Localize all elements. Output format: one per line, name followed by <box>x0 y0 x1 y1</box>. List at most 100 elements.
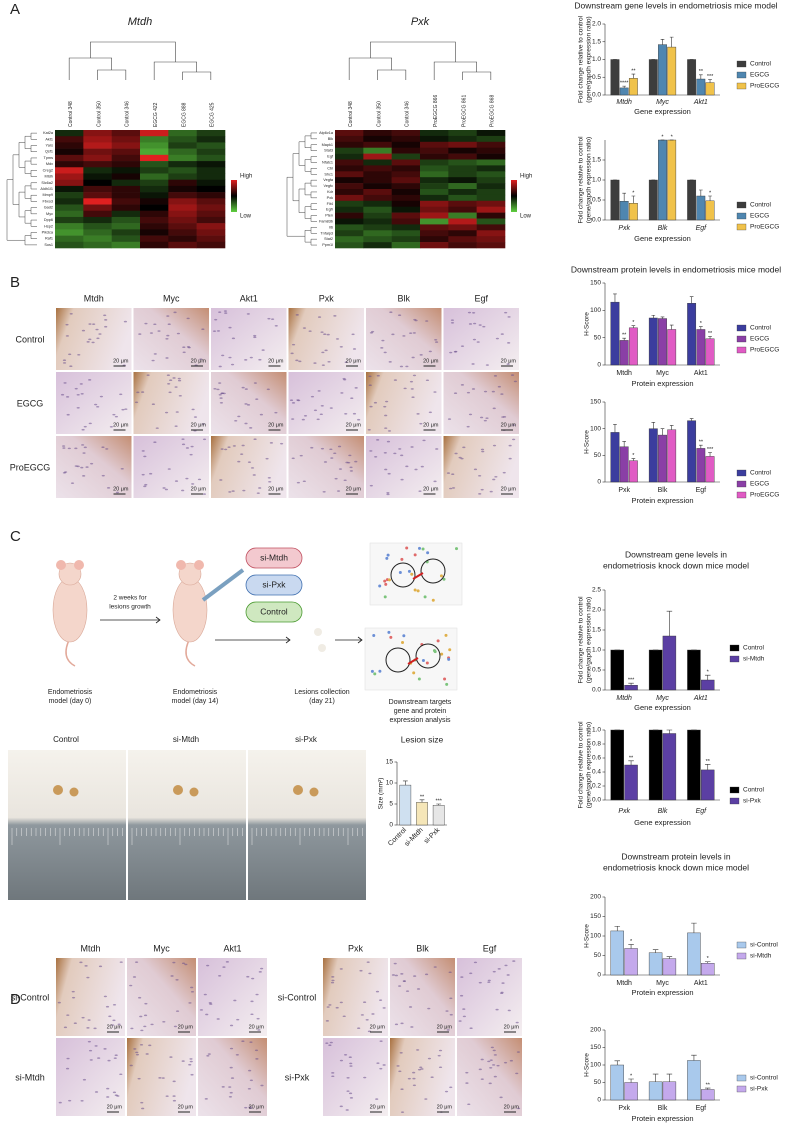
chart-title: endometriosis knock down mice model <box>603 560 749 570</box>
nucleus <box>433 391 437 393</box>
nucleus <box>495 1008 499 1011</box>
nucleus <box>506 974 510 976</box>
nucleus <box>435 448 439 450</box>
heatmap-cell <box>140 223 169 230</box>
nucleus <box>379 1067 383 1070</box>
heatmap-cell <box>140 142 169 149</box>
heatmap-cell <box>111 148 141 156</box>
nucleus <box>221 354 225 357</box>
heatmap-cell <box>83 179 112 187</box>
bar <box>662 635 677 691</box>
heatmap-row-label: Stat3 <box>324 149 333 153</box>
step-label: expression analysis <box>389 717 451 724</box>
nucleus <box>438 1066 443 1069</box>
nucleus <box>449 997 453 1000</box>
nucleus <box>417 1068 422 1071</box>
nucleus <box>343 479 347 482</box>
heatmap-cell <box>55 154 84 162</box>
heatmap-cell <box>196 154 226 162</box>
legend-swatch <box>736 212 747 220</box>
nucleus <box>391 333 395 336</box>
legend-label: Control <box>750 202 772 209</box>
nucleus <box>487 979 491 982</box>
nucleus <box>419 422 423 425</box>
bar <box>648 952 663 976</box>
heatmap-cell <box>391 153 421 160</box>
nucleus <box>144 1002 148 1005</box>
x-axis-label: Protein expression <box>631 988 693 997</box>
nucleus <box>185 477 189 480</box>
nucleus <box>326 333 330 336</box>
heatmap-cell <box>83 154 112 162</box>
heatmap-cell <box>168 136 197 143</box>
nucleus <box>219 479 223 481</box>
y-tick-label: 200 <box>590 1027 601 1034</box>
error-bar <box>614 925 621 931</box>
x-tick-label: Pxk <box>618 487 630 494</box>
nucleus <box>387 472 391 475</box>
y-tick-label: 0 <box>597 1097 601 1104</box>
nucleus <box>462 1008 466 1010</box>
nucleus <box>267 476 271 479</box>
heatmap-cell <box>111 179 141 187</box>
legend-label: ProEGCG <box>750 347 779 354</box>
error-bar <box>704 764 711 770</box>
nucleus <box>109 425 113 428</box>
nucleus <box>174 480 179 482</box>
nucleus <box>295 314 299 316</box>
nucleus <box>107 1059 111 1062</box>
heatmap-row-label: Stat2 <box>324 237 333 241</box>
nucleus <box>223 310 228 312</box>
y-axis-label: Fold change relative to control <box>578 721 585 809</box>
heatmap-cell <box>363 130 392 137</box>
nucleus <box>478 493 482 495</box>
heatmap-cell <box>476 212 506 219</box>
heatmap-cell <box>476 206 506 213</box>
error-bar <box>704 674 711 680</box>
heatmap-cell <box>391 189 421 196</box>
nucleus <box>515 1021 519 1024</box>
scale-bar-label: 20 μm <box>346 486 362 492</box>
nucleus <box>247 1087 251 1090</box>
nucleus <box>408 1006 413 1008</box>
nucleus <box>516 1107 521 1110</box>
heatmap-row-label: Tnfaip3 <box>320 231 333 235</box>
heatmap-cell <box>196 173 226 180</box>
heatmap-cell <box>55 235 84 243</box>
nucleus <box>153 353 157 355</box>
heatmap-cell <box>55 173 84 180</box>
nucleus <box>218 365 222 368</box>
nucleus <box>206 964 210 967</box>
nucleus <box>218 393 222 396</box>
heatmap-column-label: EGCG 888 <box>181 102 187 127</box>
heatmap-row-label: Atp6v1a <box>319 131 334 135</box>
nucleus <box>68 353 72 356</box>
nucleus <box>420 465 424 468</box>
legend-label: Control <box>750 325 772 332</box>
nucleus <box>352 412 357 415</box>
heatmap-cell <box>168 148 197 156</box>
nucleus <box>301 418 305 421</box>
network-node <box>384 582 388 586</box>
network-node <box>440 652 444 656</box>
heatmap-cell <box>420 159 449 166</box>
nucleus <box>473 322 477 325</box>
nucleus <box>218 974 222 977</box>
heatmap-cell <box>83 148 112 156</box>
nucleus <box>331 976 335 978</box>
nucleus <box>144 483 148 486</box>
heatmap-cell <box>196 192 226 199</box>
network-highlight <box>390 562 416 588</box>
nucleus <box>460 384 465 386</box>
nucleus <box>88 1049 93 1052</box>
heatmap-cell <box>476 153 506 160</box>
heatmap-cell <box>140 167 169 174</box>
nucleus <box>478 474 482 477</box>
y-tick-label: 150 <box>590 399 601 406</box>
nucleus <box>322 491 326 493</box>
network-arrow <box>407 657 419 665</box>
bar <box>687 932 701 976</box>
heatmap-cell <box>420 200 449 207</box>
nucleus <box>172 1095 176 1097</box>
network-node <box>433 650 437 654</box>
